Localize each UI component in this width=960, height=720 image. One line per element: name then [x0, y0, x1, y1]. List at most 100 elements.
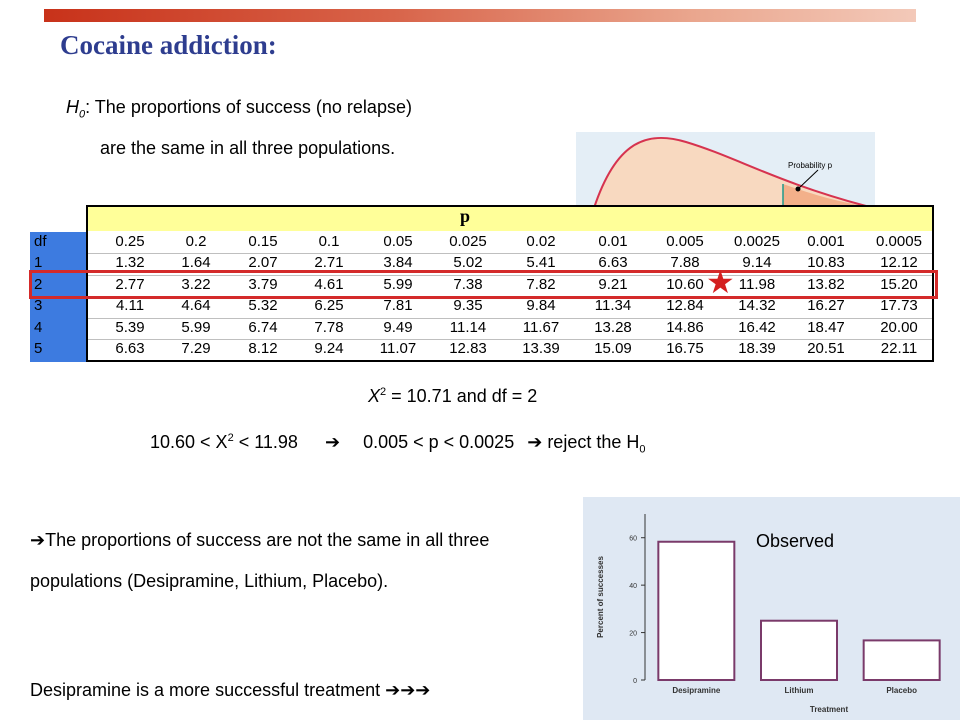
table-cell: 11.07 [379, 340, 417, 357]
table-cell: 9.21 [598, 275, 628, 293]
table-cell: 5.39 [115, 318, 145, 336]
table-cell: 14.32 [738, 297, 776, 314]
bar [657, 540, 736, 682]
table-cell: 7.82 [526, 275, 556, 293]
table-cell: 7.88 [670, 254, 700, 271]
table-row: 1 1.32 1.64 2.07 2.71 3.84 5.02 5.41 6.63 7.88 9.1… [30, 254, 934, 275]
table-cell: 6.74 [248, 318, 278, 336]
table-cell: 22.11 [880, 340, 918, 357]
table-gridline [88, 317, 934, 319]
table-cell: 18.47 [807, 318, 845, 336]
table-cell: 2.77 [115, 275, 145, 293]
table-cell: 3.84 [383, 254, 413, 271]
table-gridline [88, 253, 934, 254]
df-cell: 2 [34, 275, 43, 293]
table-cell: 12.84 [666, 297, 704, 314]
table-border [86, 205, 934, 362]
y-tick-label: 40 [629, 583, 637, 590]
table-gridline [88, 274, 934, 276]
table-cell: 12.12 [880, 254, 918, 271]
table-cell: 5.99 [383, 275, 413, 293]
df-cell: 3 [34, 297, 43, 314]
table-cell: 0.25 [115, 233, 145, 250]
arrow-icon: ➔➔➔ [385, 680, 431, 700]
arrow-icon: ➔ [30, 530, 46, 550]
table-cell: 0.001 [807, 233, 845, 250]
table-cell: 11.98 [738, 275, 776, 293]
df-cell: 4 [34, 318, 43, 336]
desipramine-statement: Desipramine is a more successful treatme… [30, 680, 431, 700]
table-cell: 5.02 [453, 254, 483, 271]
table-cell: 0.01 [598, 233, 628, 250]
table-cell: 7.78 [314, 318, 344, 336]
null-hypothesis-line-2: are the same in all three populations. [100, 138, 396, 158]
table-cell: 18.39 [738, 340, 776, 357]
df2-row-highlight [29, 270, 938, 299]
table-cell: 0.15 [248, 233, 278, 250]
table-cell: 0.0005 [876, 233, 922, 250]
table-cell: 11.34 [594, 297, 632, 314]
slide-title: Cocaine addiction: [60, 30, 277, 60]
table-cell: 6.25 [314, 297, 344, 314]
table-cell: 6.63 [598, 254, 628, 271]
table-cell: 1.64 [181, 254, 211, 271]
arrow-icon: ➔ [527, 432, 543, 452]
y-axis-label: Percent of successes [596, 556, 605, 638]
table-header-row: df 0.25 0.2 0.15 0.1 0.05 0.025 0.02 0.01 0.005 0.… [30, 233, 934, 254]
table-cell: 20.00 [880, 318, 918, 336]
table-cell: 11.14 [449, 318, 487, 336]
table-cell: 10.60 [666, 275, 704, 293]
table-cell: 9.14 [742, 254, 772, 271]
conclusion-text: ➔The proportions of success are not the … [30, 530, 490, 591]
null-hypothesis-line-1: H0: The proportions of success (no relap… [66, 97, 412, 121]
table-cell: 0.2 [185, 233, 207, 250]
table-cell: 11.67 [522, 318, 560, 336]
p-value-range-line: 10.60 < X2 < 11.98 ➔ 0.005 < p < 0.0025 … [150, 432, 646, 456]
table-cell: 16.75 [666, 340, 704, 357]
table-cell: 7.29 [181, 340, 211, 357]
x-tick-label: Lithium [785, 686, 814, 695]
table-cell: 13.82 [807, 275, 845, 293]
table-cell: 13.39 [522, 340, 560, 357]
table-cell: 3.79 [248, 275, 278, 293]
chi-square-statistic: X2 = 10.71 and df = 2 [368, 386, 538, 406]
df-cell: 1 [34, 254, 43, 271]
table-cell: 16.27 [807, 297, 845, 314]
table-cell: 9.84 [526, 297, 556, 314]
bar [760, 619, 838, 681]
table-cell: 5.41 [526, 254, 556, 271]
table-cell: 10.83 [807, 254, 845, 271]
table-p-header: p [460, 206, 471, 226]
star-icon: ★ [706, 264, 735, 300]
table-cell: 8.12 [248, 340, 278, 357]
table-cell: 16.42 [738, 318, 776, 336]
observed-bar-chart: 0 20 40 60 Percent of successes Desipramine Li… [583, 497, 960, 720]
table-cell: 7.81 [383, 297, 413, 314]
table-cell: 4.61 [314, 275, 344, 293]
table-cell: 0.1 [318, 233, 340, 250]
table-cell: 9.49 [383, 318, 413, 336]
table-cell: 4.64 [181, 297, 211, 314]
table-cell: 0.02 [526, 233, 556, 250]
table-cell: 15.09 [594, 340, 632, 357]
x-tick-label: Desipramine [672, 686, 721, 695]
table-cell: 0.005 [666, 233, 704, 250]
table-row: 3 4.11 4.64 5.32 6.25 7.81 9.35 9.84 11.34 12.84 1… [30, 297, 934, 318]
table-cell: 0.05 [383, 233, 413, 250]
x-axis-label: Treatment [810, 705, 849, 714]
y-tick-label: 20 [629, 631, 637, 638]
table-cell: 0.0025 [734, 233, 780, 250]
table-cell: 17.73 [880, 297, 918, 314]
table-cell: 4.11 [115, 297, 145, 314]
table-gridline [88, 339, 934, 340]
table-header-band [86, 205, 934, 231]
bar [862, 639, 941, 681]
table-cell: 12.83 [449, 340, 487, 357]
y-tick-label: 0 [633, 678, 637, 685]
curve-probability-label: Probability p [788, 161, 833, 170]
table-cell: 2.07 [248, 254, 278, 271]
table-cell: 9.24 [314, 340, 344, 357]
table-cell: 13.28 [594, 318, 632, 336]
table-cell: 3.22 [181, 275, 211, 293]
table-cell: 14.86 [666, 318, 704, 336]
